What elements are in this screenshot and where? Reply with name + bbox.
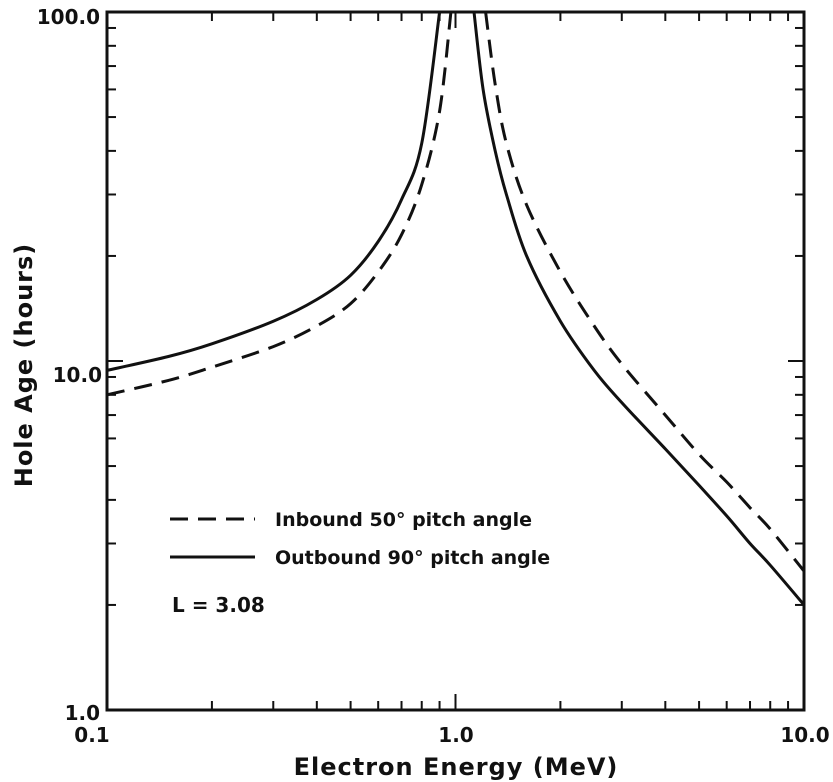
y-tick-label-mid: 10.0 (53, 363, 102, 387)
series-outbound-line-left (106, 11, 442, 372)
y-tick-label-max: 100.0 (37, 5, 100, 29)
legend-label-outbound: Outbound 90° pitch angle (275, 547, 550, 569)
x-tick-label-mid: 1.0 (438, 723, 473, 747)
legend: Inbound 50° pitch angle Outbound 90° pit… (170, 509, 550, 569)
x-tick-label-max: 10.0 (780, 723, 829, 747)
legend-label-inbound: Inbound 50° pitch angle (275, 509, 532, 531)
l-shell-annotation: L = 3.08 (172, 593, 265, 617)
x-tick-label-min: 0.1 (74, 723, 109, 747)
x-axis-title: Electron Energy (MeV) (294, 753, 619, 781)
series-inbound-line-left (106, 11, 453, 397)
y-axis-title: Hole Age (hours) (10, 243, 38, 488)
plot-frame (105, 10, 806, 712)
series-outbound-line-right (472, 11, 806, 606)
series-inbound-line-right (484, 11, 806, 573)
series-layer (106, 11, 806, 606)
y-tick-label-min: 1.0 (65, 701, 100, 725)
